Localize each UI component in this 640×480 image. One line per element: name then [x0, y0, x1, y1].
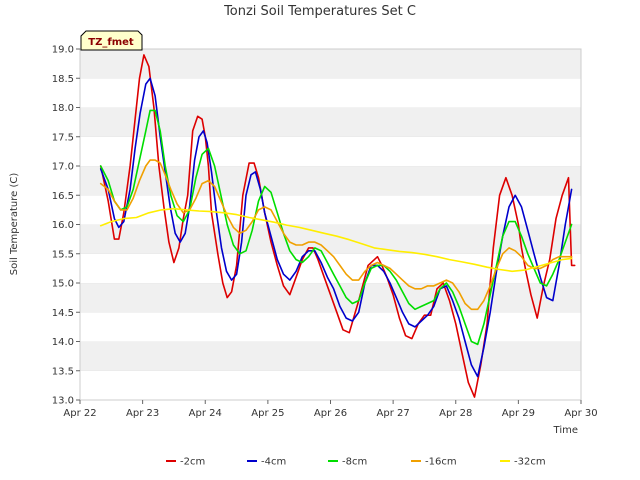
x-tick-label: Apr 29 — [502, 408, 535, 419]
series-line-32cmcm — [99, 207, 573, 273]
y-tick-label: 14.0 — [52, 337, 74, 348]
grid-band — [80, 370, 581, 400]
x-axis-label: Time — [553, 425, 578, 436]
x-tick-label: Apr 22 — [63, 408, 96, 419]
grid-band — [80, 166, 581, 196]
x-tick-label: Apr 28 — [439, 408, 472, 419]
grid-band — [80, 107, 581, 137]
y-tick-label: 18.5 — [52, 74, 74, 85]
legend-label: -8cm — [342, 457, 367, 468]
y-tick-label: 14.5 — [52, 308, 74, 319]
legend-label: -32cm — [514, 457, 546, 468]
x-axis: Apr 22 Apr 23 Apr 24 Apr 25 Apr 26 Apr 27 Apr … — [63, 400, 598, 419]
y-axis: 13.0 13.5 14.0 14.5 15.0 15.5 16.0 16.5 17.0 17.5… — [52, 45, 80, 407]
series-group — [99, 54, 576, 398]
grid-band — [80, 78, 581, 108]
grid-band — [80, 136, 581, 166]
legend-label: -16cm — [425, 457, 457, 468]
series-line-2cmcm — [99, 54, 576, 398]
y-tick-label: 15.0 — [52, 279, 74, 290]
grid-band — [80, 341, 581, 371]
y-tick-label: 16.0 — [52, 220, 74, 231]
y-axis-label: Soil Temperature (C) — [9, 173, 20, 276]
grid-band — [80, 49, 581, 79]
grid-band — [80, 283, 581, 313]
x-tick-label: Apr 30 — [564, 408, 597, 419]
y-tick-label: 17.0 — [52, 162, 74, 173]
legend-label: -2cm — [180, 457, 205, 468]
chart-title: Tonzi Soil Temperatures Set C — [223, 4, 416, 19]
x-tick-label: Apr 23 — [126, 408, 159, 419]
y-tick-label: 17.5 — [52, 132, 74, 143]
station-badge-text: TZ_fmet — [88, 37, 134, 48]
grid-band — [80, 224, 581, 254]
station-badge-box — [80, 30, 143, 51]
y-tick-label: 13.5 — [52, 366, 74, 377]
legend-label: -4cm — [261, 457, 286, 468]
y-tick-label: 18.0 — [52, 103, 74, 114]
x-tick-label: Apr 26 — [314, 408, 347, 419]
legend: -2cm -4cm -8cm -16cm -32cm — [166, 457, 546, 468]
y-tick-label: 13.0 — [52, 396, 74, 407]
x-tick-label: Apr 25 — [251, 408, 284, 419]
y-tick-label: 16.5 — [52, 191, 74, 202]
series-line-4cmcm — [99, 77, 573, 378]
station-badge: TZ_fmet — [80, 30, 143, 51]
grid-band — [80, 312, 581, 342]
x-tick-label: Apr 27 — [377, 408, 410, 419]
y-tick-label: 19.0 — [52, 45, 74, 56]
series-line-16cmcm — [99, 159, 573, 311]
y-tick-label: 15.5 — [52, 249, 74, 260]
x-tick-label: Apr 24 — [189, 408, 222, 419]
